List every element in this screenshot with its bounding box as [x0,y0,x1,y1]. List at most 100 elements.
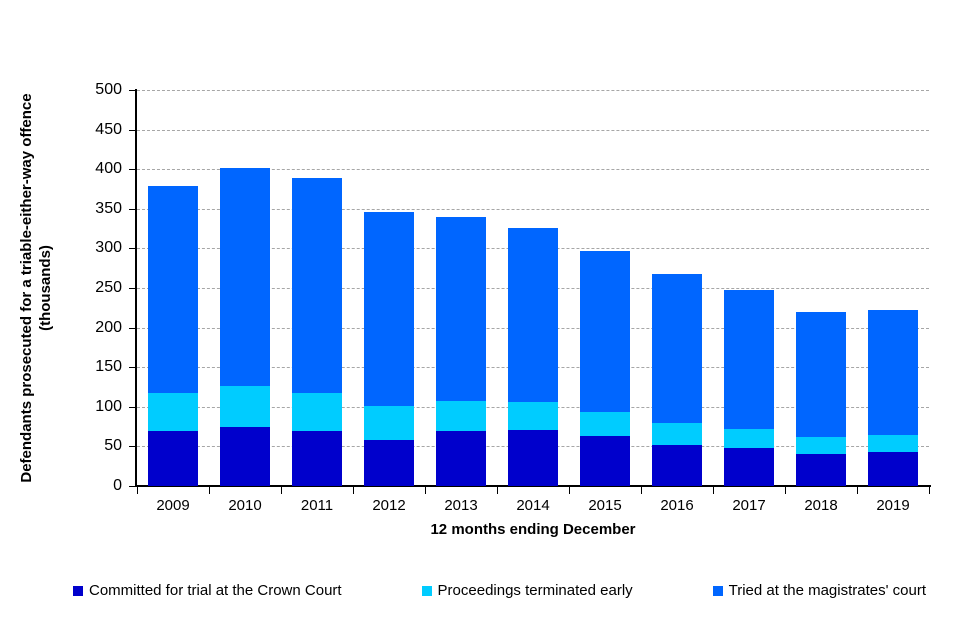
x-tick-mark-0 [137,487,138,494]
x-axis-label-2014: 2014 [516,497,550,514]
y-tick-label-0: 0 [113,477,122,494]
legend-label-crown-court: Committed for trial at the Crown Court [89,582,342,599]
x-tick-mark-11 [929,487,930,494]
y-tick-label-100: 100 [95,397,122,415]
x-axis-label-2018: 2018 [804,497,838,514]
x-tick-mark-3 [353,487,354,494]
bar-segment-crown-court-2010 [220,426,270,486]
y-tick-label-300: 300 [95,239,122,257]
x-axis-labels: 2009 2010 2011 2012 2013 2014 2015 2016 2017 2018… [137,497,929,514]
y-tick-label-50: 50 [104,437,122,455]
bar-segment-terminated-early-2018 [796,436,846,455]
y-tick-label-400: 400 [95,160,122,178]
bar-segment-magistrates-court-2019 [868,310,918,436]
bar-segment-crown-court-2018 [796,454,846,486]
bar-2016 [652,273,702,486]
bar-segment-magistrates-court-2015 [580,250,630,412]
bar-segment-terminated-early-2009 [148,392,198,431]
bar-segment-magistrates-court-2012 [364,212,414,407]
y-tick-mark-100 [129,406,135,408]
y-tick-mark-50 [129,446,135,448]
legend-swatch-crown-court [73,585,83,596]
bar-segment-crown-court-2009 [148,430,198,486]
y-tick-mark-350 [129,208,135,210]
y-tick-mark-200 [129,327,135,329]
y-tick-label-500: 500 [95,81,122,98]
bar-2014 [508,227,558,486]
x-axis-label-2010: 2010 [228,497,262,514]
bar-segment-magistrates-court-2013 [436,216,486,402]
bar-segment-terminated-early-2016 [652,422,702,445]
y-tick-label-200: 200 [95,318,122,336]
legend-swatch-magistrates-court [712,585,723,596]
x-axis-label-2009: 2009 [156,497,190,514]
bar-segment-magistrates-court-2010 [220,167,270,387]
y-axis-line [135,89,137,487]
x-tick-mark-8 [713,487,714,494]
gridline-350 [137,208,929,210]
legend-label-terminated-early: Proceedings terminated early [437,582,633,599]
bar-segment-crown-court-2017 [724,447,774,486]
bar-segment-terminated-early-2019 [868,435,918,452]
legend-item-crown-court: Committed for trial at the Crown Court [73,582,342,599]
bar-segment-terminated-early-2017 [724,428,774,448]
bar-segment-crown-court-2011 [292,430,342,486]
bar-2013 [436,216,486,486]
bar-segment-magistrates-court-2011 [292,177,342,393]
y-tick-mark-0 [129,486,135,487]
legend-label-magistrates-court: Tried at the magistrates' court [728,582,926,599]
x-tick-mark-5 [497,487,498,494]
bar-2018 [796,311,846,486]
y-tick-label-150: 150 [95,358,122,376]
bar-segment-crown-court-2012 [364,440,414,486]
bar-segment-magistrates-court-2014 [508,227,558,403]
bar-2011 [292,177,342,486]
y-tick-mark-250 [129,288,135,289]
bar-segment-terminated-early-2011 [292,392,342,431]
bar-segment-terminated-early-2012 [364,406,414,441]
x-axis-line [135,485,931,487]
bar-2015 [580,250,630,486]
gridline-500 [137,90,929,91]
bar-2019 [868,310,918,486]
bar-segment-crown-court-2015 [580,436,630,486]
legend-item-terminated-early: Proceedings terminated early [421,582,633,599]
bar-segment-crown-court-2014 [508,429,558,486]
x-axis-title: 12 months ending December [430,521,636,538]
bar-segment-magistrates-court-2017 [724,289,774,429]
bar-segment-magistrates-court-2009 [148,185,198,393]
bar-2009 [148,185,198,486]
x-axis-label-2016: 2016 [660,497,694,514]
x-tick-mark-7 [641,487,642,494]
x-axis-label-2017: 2017 [732,497,766,514]
y-tick-mark-400 [129,169,135,171]
bars-area [137,90,929,486]
bar-segment-terminated-early-2014 [508,402,558,430]
bar-segment-crown-court-2016 [652,444,702,486]
bar-2012 [364,212,414,486]
legend-swatch-terminated-early [421,585,432,596]
x-tick-mark-6 [569,487,570,494]
bar-segment-terminated-early-2015 [580,411,630,437]
gridline-400 [137,169,929,171]
x-tick-mark-10 [857,487,858,494]
y-tick-mark-450 [129,129,135,131]
gridline-450 [137,129,929,131]
x-tick-mark-9 [785,487,786,494]
x-axis-label-2013: 2013 [444,497,478,514]
y-tick-label-250: 250 [95,279,122,296]
y-tick-mark-500 [129,90,135,91]
y-axis-title-line1: Defendants prosecuted for a triable-eith… [18,93,35,483]
x-tick-mark-2 [281,487,282,494]
x-tick-mark-1 [209,487,210,494]
x-axis-label-2011: 2011 [300,497,334,514]
legend-item-magistrates-court: Tried at the magistrates' court [712,582,926,599]
legend: Committed for trial at the Crown Court P… [73,582,926,599]
y-axis-title-text: Defendants prosecuted for a triable-eith… [17,93,55,482]
bar-segment-magistrates-court-2016 [652,273,702,423]
bar-2017 [724,289,774,486]
y-tick-mark-300 [129,248,135,250]
bar-segment-crown-court-2019 [868,451,918,486]
x-axis-label-2012: 2012 [372,497,406,514]
